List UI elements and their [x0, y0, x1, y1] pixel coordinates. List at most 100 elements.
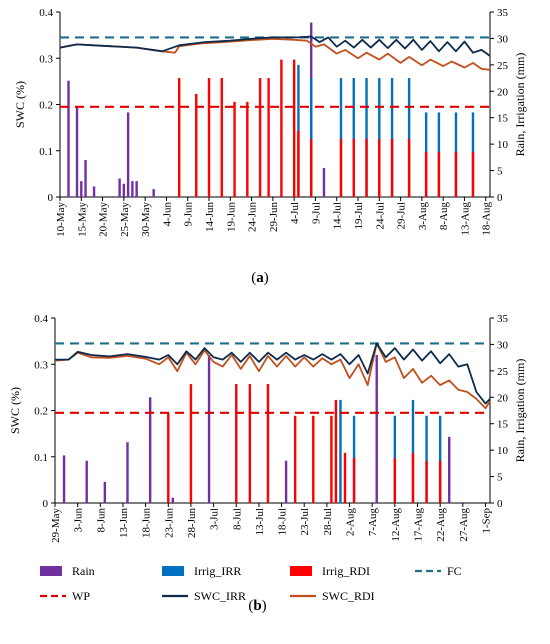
x-tick-label: 29-Jun	[268, 202, 280, 232]
legend-item-fc: FC	[415, 564, 462, 578]
right-tick-label: 20	[497, 86, 509, 98]
rain-bar	[92, 186, 96, 197]
legend-item-swc_irr: SWC_IRR	[162, 589, 246, 603]
right-tick-label: 5	[497, 472, 503, 484]
x-tick-label: 25-May	[119, 202, 131, 237]
irrig-rdi-bar	[207, 78, 211, 197]
x-tick-label: 18-Jul	[277, 508, 289, 536]
irrig-rdi-bar	[424, 152, 428, 197]
rain-bar	[135, 181, 138, 197]
irrig-rdi-bar	[393, 458, 397, 503]
rain-bar	[126, 112, 130, 197]
irrig-rdi-bar	[220, 78, 223, 197]
right-tick-label: 0	[497, 192, 503, 204]
panel-label-letter: a	[256, 270, 264, 286]
x-tick-label: 8-Aug	[438, 202, 450, 231]
legend-swatch	[162, 566, 184, 576]
irrig-rdi-bar	[189, 384, 193, 503]
panel-label-open: (	[248, 598, 253, 614]
x-tick-label: 13-Aug	[459, 202, 471, 236]
irrig-rdi-bar	[352, 458, 356, 503]
x-tick-label: 9-Jul	[310, 202, 322, 224]
swc-irr-line	[55, 342, 491, 405]
irrig-irr-bar	[407, 78, 411, 197]
right-tick-label: 15	[497, 113, 509, 125]
right-tick-label: 15	[497, 419, 509, 431]
legend-swatch	[290, 566, 312, 576]
left-tick-label: 0.2	[39, 100, 53, 112]
panel-label-open: (	[251, 270, 256, 286]
x-tick-label: 14-Jul	[332, 202, 344, 230]
irrig-rdi-bar	[235, 384, 238, 503]
irrig-irr-bar	[339, 399, 342, 503]
x-tick-label: 8-Jul	[231, 508, 243, 530]
irrig-rdi-bar	[454, 152, 458, 197]
rain-bar	[171, 497, 175, 503]
irrig-rdi-bar	[312, 415, 315, 503]
legend-item-swc_rdi: SWC_RDI	[290, 589, 375, 603]
irrig-rdi-bar	[437, 152, 441, 197]
y-axis-label-left: SWC (%)	[8, 387, 22, 434]
irrig-rdi-bar	[167, 413, 170, 503]
legend-item-rain: Rain	[40, 564, 95, 578]
legend-label: SWC_RDI	[322, 589, 375, 603]
irrig-rdi-bar	[407, 138, 411, 197]
irrig-rdi-bar	[334, 399, 338, 503]
legend-label: Rain	[72, 564, 95, 578]
irrig-rdi-bar	[248, 384, 252, 503]
rain-bar	[152, 189, 155, 197]
legend-item-wp: WP	[40, 589, 90, 603]
legend-label: Irrig_RDI	[322, 564, 370, 578]
x-tick-label: 8-Jun	[95, 508, 107, 533]
right-tick-label: 10	[497, 139, 509, 151]
y-axis-label-right: Rain, Irrigation (mm)	[513, 359, 527, 463]
left-tick-label: 0.1	[39, 146, 53, 158]
left-tick-label: 0	[43, 498, 49, 510]
x-tick-label: 14-Jun	[204, 202, 216, 232]
x-tick-label: 23-Jul	[299, 508, 311, 536]
panel-label-close: )	[264, 270, 269, 286]
irrig-rdi-bar	[297, 130, 300, 197]
left-tick-label: 0.1	[34, 452, 48, 464]
irrig-rdi-bar	[339, 138, 343, 197]
irrig-irr-bar	[297, 64, 300, 197]
irrig-rdi-bar	[365, 138, 368, 197]
rain-bar	[131, 181, 134, 197]
x-tick-label: 2-Aug	[345, 508, 357, 537]
x-tick-label: 15-May	[76, 202, 88, 237]
rain-bar	[207, 355, 211, 503]
irrig-rdi-bar	[246, 101, 249, 197]
x-tick-label: 10-May	[55, 202, 67, 237]
rain-bar	[84, 160, 87, 197]
x-tick-label: 24-Jun	[247, 202, 259, 232]
rain-bar	[67, 80, 70, 197]
irrig-rdi-bar	[390, 138, 394, 197]
legend-swatch	[40, 566, 62, 576]
irrig-irr-bar	[390, 78, 394, 197]
chart-panel-b: 0 0.1 0.2 0.3 0.4 0 5 10 15 20 25 30 35 29-May 3-Jun 8-…	[8, 313, 527, 614]
right-tick-label: 5	[497, 166, 503, 178]
x-tick-label: 29-May	[50, 508, 62, 543]
legend-label: FC	[447, 564, 462, 578]
irrig-rdi-bar	[267, 78, 270, 197]
irrig-rdi-bar	[309, 138, 313, 197]
irrig-rdi-bar	[178, 78, 181, 197]
x-tick-label: 13-Jul	[254, 508, 266, 536]
irrig-rdi-bar	[280, 59, 283, 198]
x-tick-label: 23-Jun	[163, 508, 175, 538]
swc-rdi-line	[54, 342, 491, 410]
x-tick-label: 3-Aug	[417, 202, 429, 231]
legend-item-rdi: Irrig_RDI	[290, 564, 370, 578]
irrig-irr-bar	[425, 415, 428, 503]
legend-label: WP	[72, 589, 90, 603]
right-tick-label: 0	[497, 498, 503, 510]
x-tick-label: 28-Jun	[186, 508, 198, 538]
x-tick-label: 18-Aug	[481, 202, 493, 236]
x-tick-label: 3-Jul	[209, 508, 221, 530]
right-tick-label: 25	[497, 366, 509, 378]
rain-bar	[126, 442, 129, 503]
rain-bar	[80, 181, 83, 197]
x-tick-label: 7-Aug	[367, 508, 379, 537]
irrig-rdi-bar	[352, 138, 355, 197]
x-tick-label: 13-Jun	[118, 508, 130, 538]
